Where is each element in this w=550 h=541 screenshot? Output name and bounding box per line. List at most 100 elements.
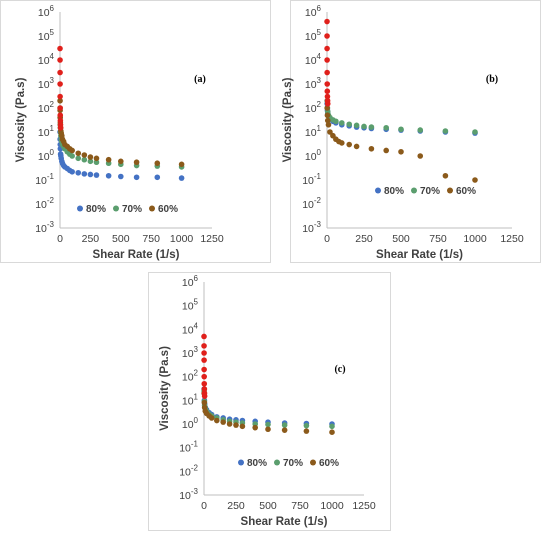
series-3 <box>201 390 335 436</box>
data-point <box>252 424 258 431</box>
data-point <box>201 343 207 349</box>
data-point <box>324 100 331 107</box>
data-point <box>324 81 331 87</box>
data-point <box>265 421 271 428</box>
data-point <box>472 129 478 135</box>
data-point <box>81 152 88 158</box>
panel-frame <box>0 0 271 263</box>
legend-marker <box>310 459 316 466</box>
data-point <box>368 124 375 130</box>
x-tick-label: 250 <box>227 500 245 512</box>
data-point <box>325 121 332 128</box>
data-point <box>201 399 208 406</box>
y-tick-label: 10-3 <box>302 220 321 235</box>
x-tick-label: 750 <box>429 233 447 245</box>
legend-label: 80% <box>86 204 106 215</box>
y-axis-title: Viscosity (Pa.s) <box>15 77 27 162</box>
y-axis-title: Viscosity (Pa.s) <box>159 346 171 431</box>
y-tick-label: 103 <box>305 76 322 91</box>
legend-marker <box>375 187 381 194</box>
data-point <box>154 174 161 181</box>
x-axis-title: Shear Rate (1/s) <box>376 249 463 261</box>
series-3 <box>324 105 478 183</box>
data-point <box>57 124 64 131</box>
data-point <box>398 148 404 155</box>
panel-frame <box>290 0 541 263</box>
data-point <box>324 88 331 95</box>
data-point <box>324 18 330 25</box>
data-point <box>281 427 288 433</box>
data-point <box>201 350 207 356</box>
x-axis-title: Shear Rate (1/s) <box>241 516 328 528</box>
y-tick-label: 104 <box>305 52 322 67</box>
x-tick-label: 250 <box>355 233 373 245</box>
y-tick-label: 101 <box>182 392 199 407</box>
legend-marker <box>113 205 119 212</box>
y-tick-label: 105 <box>182 298 199 313</box>
x-tick-label: 1250 <box>500 233 524 245</box>
y-tick-label: 10-2 <box>302 196 321 211</box>
y-tick-label: 106 <box>182 274 199 289</box>
y-tick-label: 105 <box>38 28 55 43</box>
data-point <box>178 161 185 168</box>
data-point <box>69 168 75 175</box>
legend-label: 70% <box>420 186 440 197</box>
data-point <box>324 33 330 39</box>
legend-marker <box>77 205 83 212</box>
y-tick-label: 10-3 <box>179 487 198 502</box>
data-point <box>118 158 124 165</box>
data-point <box>178 175 185 181</box>
data-point <box>81 156 88 163</box>
data-point <box>417 153 424 159</box>
x-tick-label: 1250 <box>352 500 376 512</box>
data-point <box>442 128 449 134</box>
y-tick-label: 105 <box>305 28 322 43</box>
data-point <box>57 81 63 87</box>
legend-marker <box>238 459 244 466</box>
y-tick-label: 104 <box>182 321 199 336</box>
data-point <box>87 171 94 178</box>
legend-marker <box>149 205 155 212</box>
y-tick-label: 10-1 <box>35 172 54 187</box>
series-4 <box>201 333 208 399</box>
y-tick-label: 102 <box>305 100 322 115</box>
data-point <box>57 97 63 104</box>
data-point <box>324 105 330 111</box>
x-tick-label: 0 <box>201 500 207 512</box>
series-2 <box>324 97 478 135</box>
data-point <box>383 124 390 131</box>
data-point <box>201 357 207 363</box>
chart-panel-1: 10-3 10-2 10-1 100 101 102 103 104 105 106 0 250 500… <box>0 0 271 263</box>
data-point <box>368 145 375 152</box>
data-point <box>324 45 330 52</box>
data-point <box>201 366 207 373</box>
data-point <box>57 93 63 100</box>
y-tick-label: 103 <box>182 345 199 360</box>
y-tick-label: 10-3 <box>35 220 54 235</box>
x-tick-label: 1000 <box>320 500 344 512</box>
data-point <box>324 117 331 124</box>
panel-label: (c) <box>334 364 345 375</box>
data-point <box>442 172 449 179</box>
data-point <box>214 417 220 424</box>
data-point <box>81 171 88 177</box>
data-point <box>93 155 100 162</box>
y-tick-label: 103 <box>38 76 55 91</box>
data-point <box>57 45 63 52</box>
data-point <box>201 386 208 392</box>
data-point <box>75 150 82 157</box>
data-point <box>346 141 353 148</box>
x-tick-label: 1000 <box>463 233 487 245</box>
legend-marker <box>274 459 280 466</box>
panel-frame <box>148 272 391 531</box>
chart-panel-3: 10-3 10-2 10-1 100 101 102 103 104 105 106 0 250 500… <box>148 272 391 531</box>
y-tick-label: 101 <box>305 124 322 139</box>
data-point <box>133 159 140 166</box>
data-point <box>201 380 208 387</box>
y-tick-label: 101 <box>38 124 55 139</box>
data-point <box>105 156 112 163</box>
data-point <box>57 69 63 76</box>
data-point <box>281 422 288 428</box>
data-point <box>133 174 140 181</box>
